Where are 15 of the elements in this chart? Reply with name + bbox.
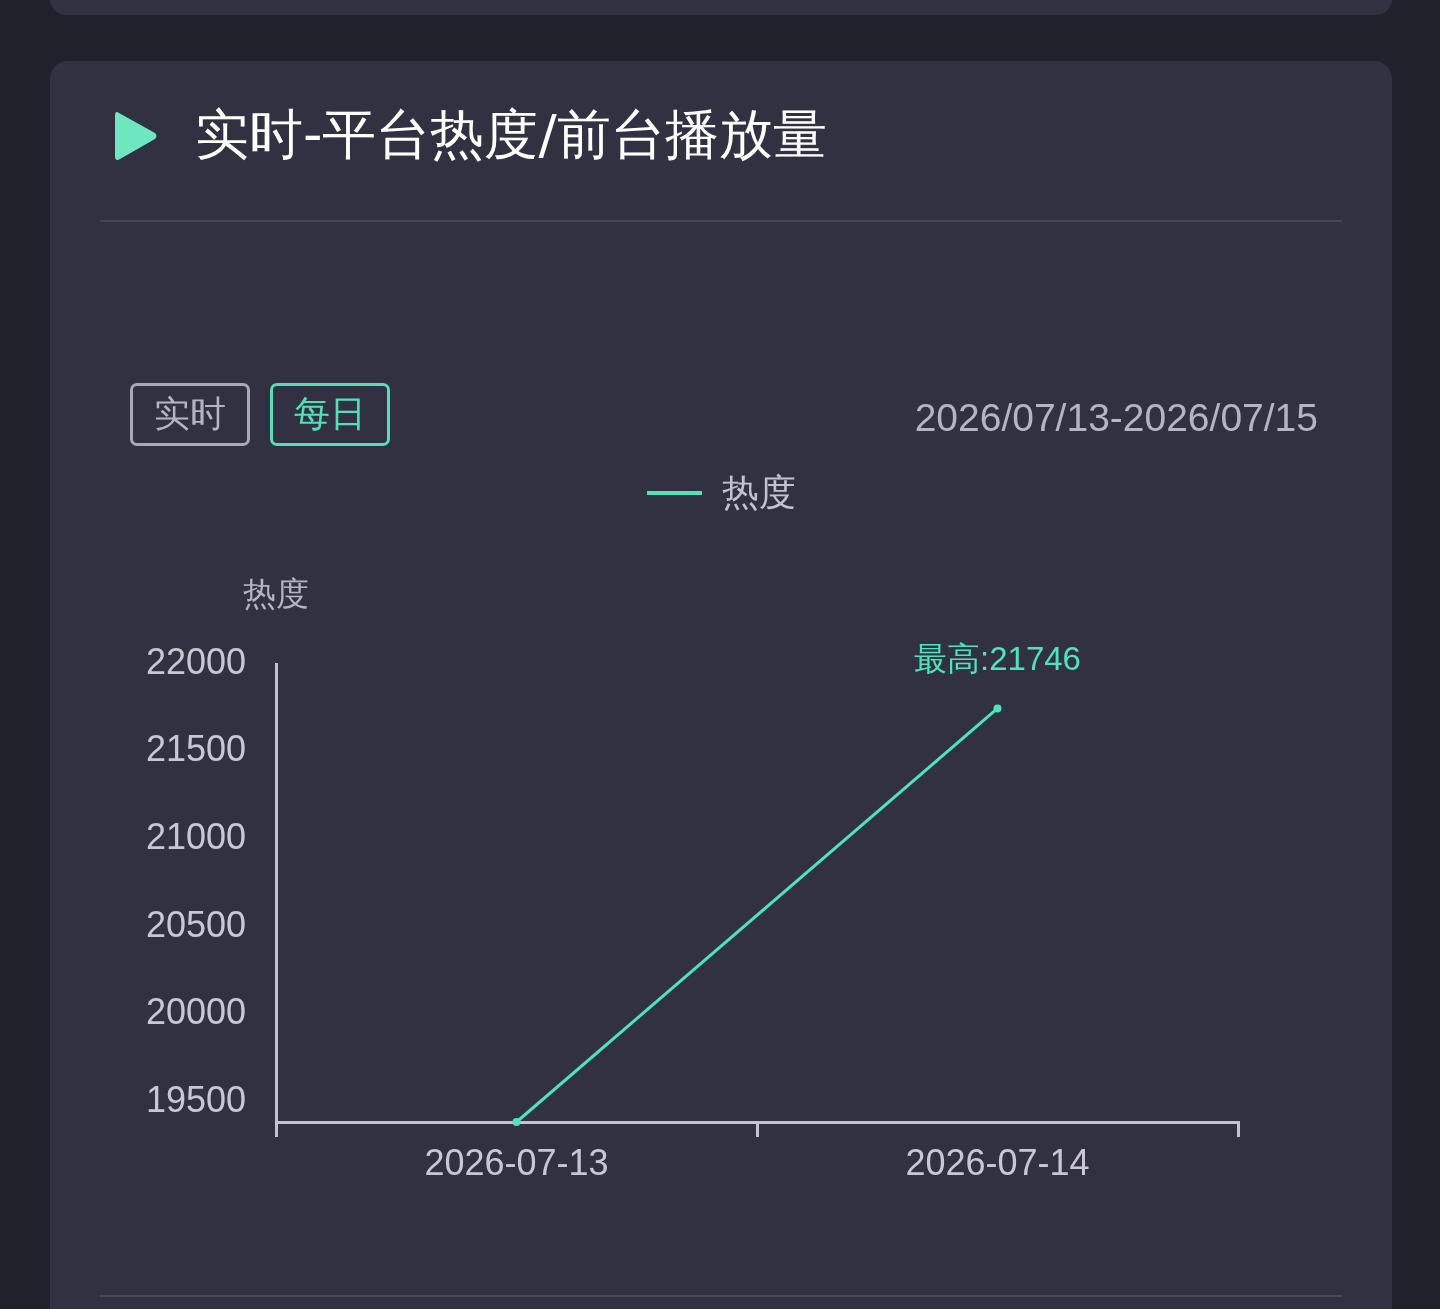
y-tick-label: 21000	[145, 816, 246, 858]
toggle-button[interactable]: 实时	[130, 383, 250, 446]
y-tick-label: 21500	[145, 728, 246, 770]
y-axis-title: 热度	[243, 573, 309, 613]
y-tick-label: 20000	[145, 991, 246, 1033]
x-tick-label: 2026-07-14	[905, 1141, 1090, 1183]
legend-label: 热度	[721, 470, 796, 516]
x-tick-label: 2026-07-13	[424, 1141, 609, 1183]
annotation: 最高:21746	[914, 639, 1081, 677]
y-tick-label: 20500	[145, 903, 246, 945]
chart-title: 实时-平台热度/前台播放量	[195, 103, 827, 166]
y-tick-label: 22000	[145, 640, 246, 682]
toggle-button-selected[interactable]: 每日	[270, 383, 390, 446]
y-tick-label: 19500	[145, 1078, 246, 1120]
chart-subtitle: 2026/07/13-2026/07/15	[914, 395, 1318, 441]
